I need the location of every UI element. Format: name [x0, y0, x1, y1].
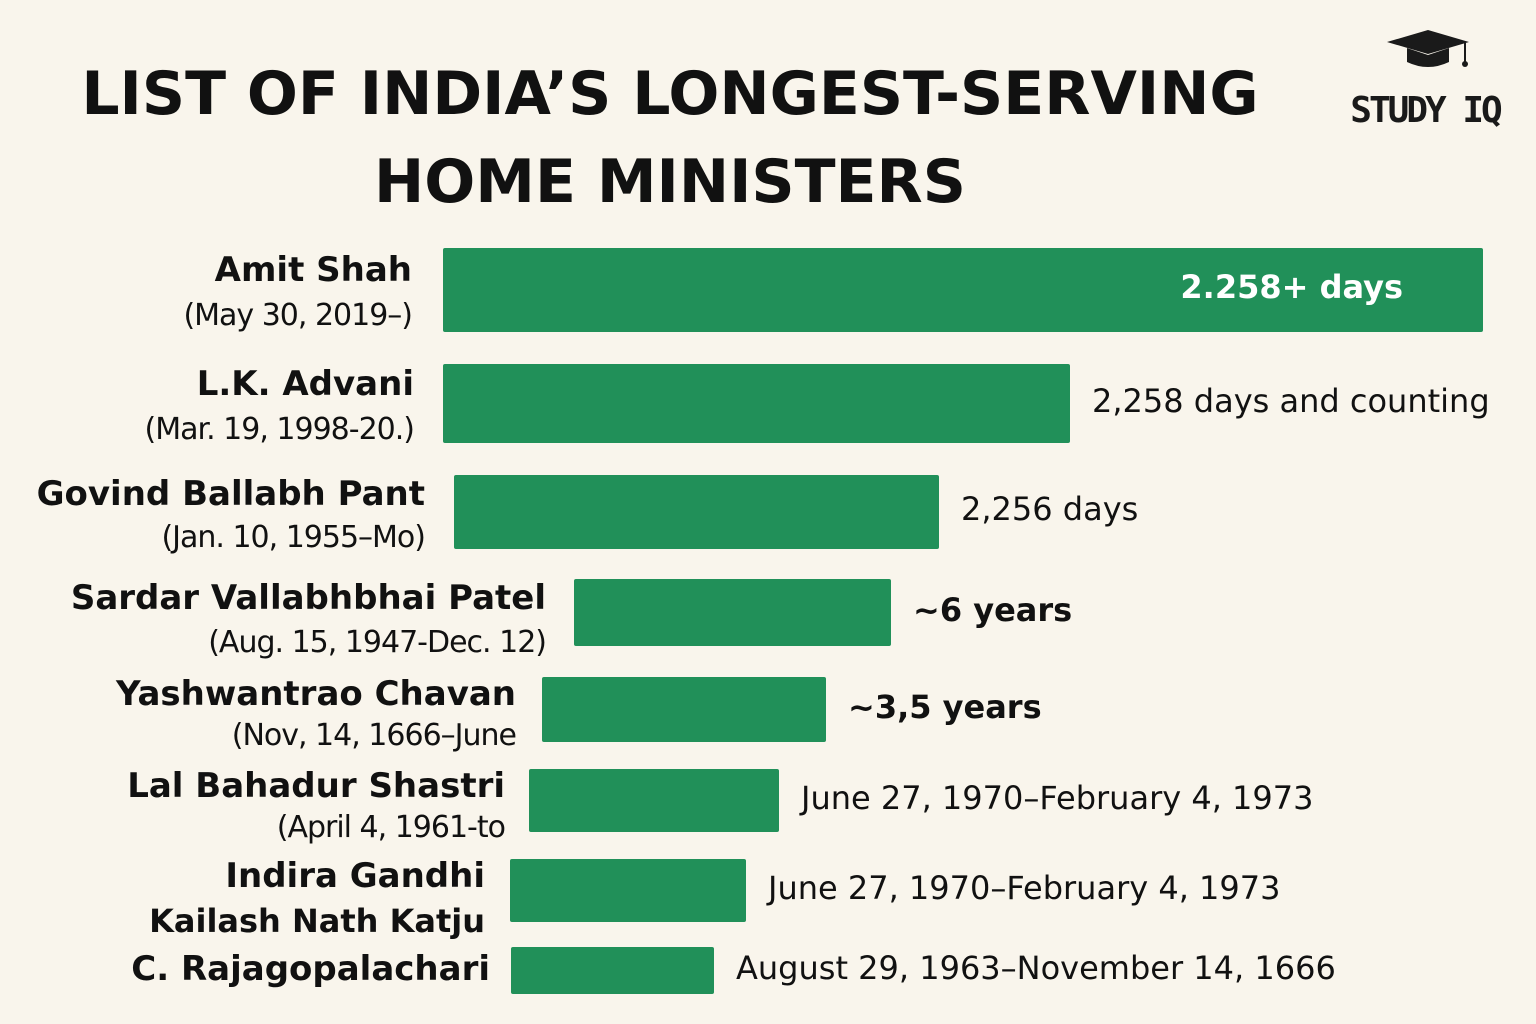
bar-1: [443, 248, 1483, 332]
category-name-5: Yashwantrao Chavan: [115, 674, 516, 714]
value-label-8: August 29, 1963–November 14, 1666: [736, 948, 1336, 987]
value-label-2: 2,258 days and counting: [1092, 381, 1490, 420]
logo-text: STUDY IQ: [1350, 90, 1502, 131]
category-dates-7: Kailash Nath Katju: [149, 902, 485, 940]
bar-3: [454, 475, 939, 549]
category-name-8: C. Rajagopalachari: [131, 949, 490, 989]
value-label-7: June 27, 1970–February 4, 1973: [768, 868, 1281, 907]
bar-4: [574, 579, 891, 646]
bar-8: [511, 947, 714, 994]
category-dates-4: (Aug. 15, 1947-Dec. 12): [208, 625, 547, 660]
bar-2: [443, 364, 1070, 443]
category-dates-2: (Mar. 19, 1998-20.): [144, 412, 415, 447]
category-dates-6: (April 4, 1961-to: [276, 810, 506, 845]
bar-5: [542, 677, 826, 742]
title-line-1: LIST OF INDIA’S LONGEST-SERVING: [81, 59, 1259, 129]
value-label-6: June 27, 1970–February 4, 1973: [801, 778, 1314, 817]
category-dates-5: (Nov, 14, 1666–June: [231, 718, 517, 753]
category-name-7: Indira Gandhi: [225, 856, 485, 896]
category-name-6: Lal Bahadur Shastri: [127, 766, 505, 806]
value-label-5: ~3,5 years: [848, 687, 1042, 726]
graduation-cap-icon: [1387, 30, 1469, 67]
studyiq-logo: STUDY IQ: [1345, 28, 1505, 138]
value-label-4: ~6 years: [913, 590, 1073, 629]
bar-7: [510, 859, 746, 922]
bar-6: [529, 769, 779, 832]
value-label-3: 2,256 days: [961, 490, 1139, 528]
title-line-2: HOME MINISTERS: [374, 147, 966, 217]
category-name-2: L.K. Advani: [196, 364, 414, 404]
value-label-1: 2.258+ days: [1180, 268, 1403, 306]
chart-title: LIST OF INDIA’S LONGEST-SERVING HOME MIN…: [0, 50, 1340, 226]
category-name-4: Sardar Vallabhbhai Patel: [70, 578, 546, 618]
category-dates-3: (Jan. 10, 1955–Mo): [161, 520, 426, 555]
category-name-3: Govind Ballabh Pant: [36, 474, 425, 514]
category-dates-1: (May 30, 2019–): [183, 298, 413, 333]
category-name-1: Amit Shah: [214, 250, 412, 290]
